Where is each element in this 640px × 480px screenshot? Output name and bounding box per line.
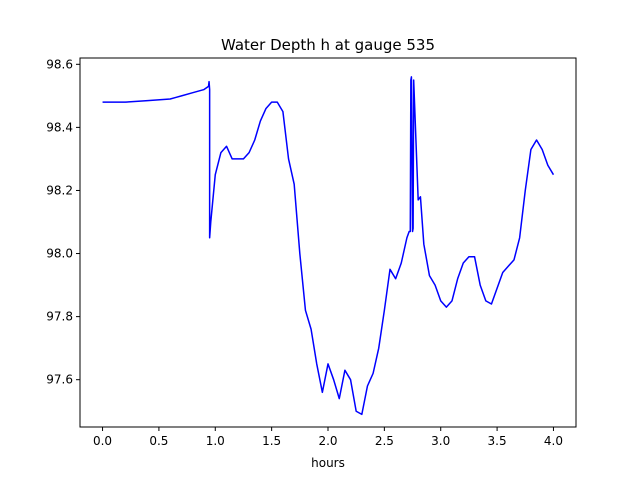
chart-title: Water Depth h at gauge 535 xyxy=(221,36,435,54)
y-axis: 97.6 97.8 98.0 98.2 98.4 98.6 xyxy=(46,57,80,387)
series-line-0 xyxy=(102,76,555,416)
x-tick-label: 2.0 xyxy=(318,434,337,448)
x-axis-label: hours xyxy=(311,456,345,470)
y-tick-label: 98.4 xyxy=(46,120,73,134)
y-tick-label: 97.8 xyxy=(46,310,73,324)
x-axis: 0.0 0.5 1.0 1.5 2.0 2.5 3.0 3.5 4.0 xyxy=(93,427,563,448)
x-tick-label: 0.0 xyxy=(93,434,112,448)
x-tick-label: 0.5 xyxy=(149,434,168,448)
plot-area-frame xyxy=(79,57,577,428)
x-tick-label: 2.5 xyxy=(375,434,394,448)
series-layer xyxy=(102,76,555,416)
x-tick-label: 3.0 xyxy=(431,434,450,448)
x-tick-label: 3.5 xyxy=(488,434,507,448)
x-tick-label: 4.0 xyxy=(544,434,563,448)
y-tick-label: 98.2 xyxy=(46,183,73,197)
x-tick-label: 1.5 xyxy=(262,434,281,448)
y-tick-label: 98.0 xyxy=(46,247,73,261)
y-tick-label: 98.6 xyxy=(46,57,73,71)
x-tick-label: 1.0 xyxy=(206,434,225,448)
y-tick-label: 97.6 xyxy=(46,373,73,387)
